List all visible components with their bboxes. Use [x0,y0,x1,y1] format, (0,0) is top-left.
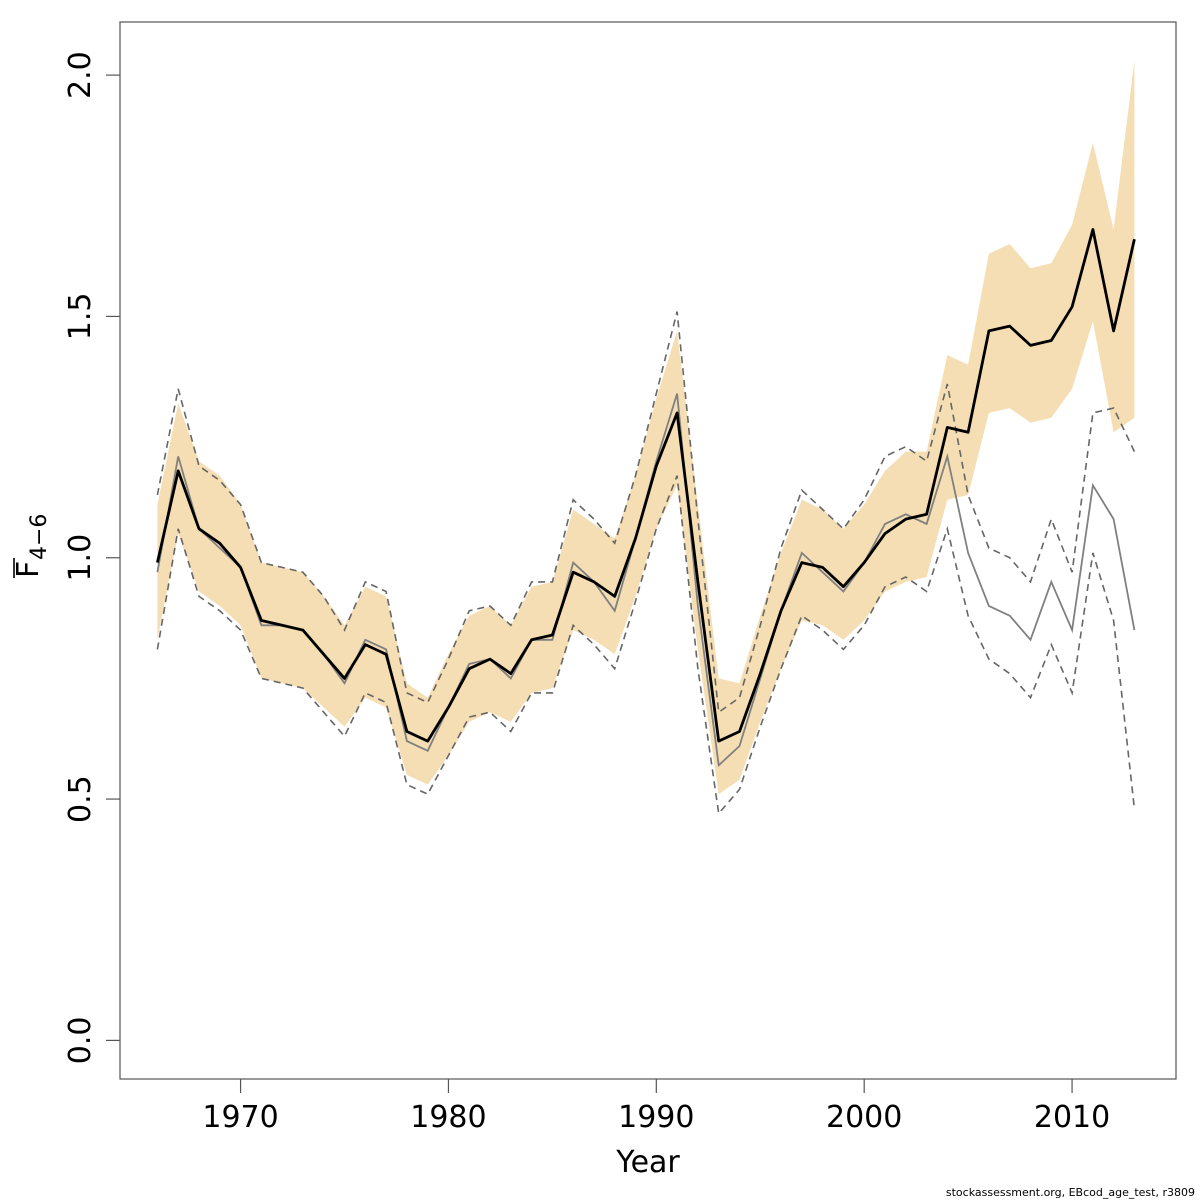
x-axis: 1970 1980 1990 2000 2010 [202,1079,1110,1135]
x-tick-label: 1980 [410,1100,486,1135]
y-tick-label: 1.0 [63,534,98,582]
x-tick-label: 1970 [202,1100,278,1135]
x-tick-label: 2010 [1034,1100,1110,1135]
y-axis: 0.0 0.5 1.0 1.5 2.0 [63,51,120,1064]
x-axis-title: Year [615,1145,680,1180]
x-tick-label: 1990 [618,1100,694,1135]
y-tick-label: 0.5 [63,775,98,823]
y-tick-label: 1.5 [63,293,98,341]
x-tick-label: 2000 [826,1100,902,1135]
y-tick-label: 0.0 [63,1017,98,1065]
estimate-line [156,228,1136,743]
y-axis-title: F 4−6 [11,514,52,578]
alternative-lower-dashed-line [156,475,1136,816]
footer-credit: stockassessment.org, EBcod_age_test, r38… [946,1186,1195,1199]
confidence-band [157,60,1135,795]
y-axis-title-main: F [11,561,46,578]
plot-frame [119,21,1177,1080]
y-tick-label: 2.0 [63,51,98,99]
alternative-upper-dashed-line [156,311,1136,714]
y-axis-title-subscript: 4−6 [27,514,52,560]
